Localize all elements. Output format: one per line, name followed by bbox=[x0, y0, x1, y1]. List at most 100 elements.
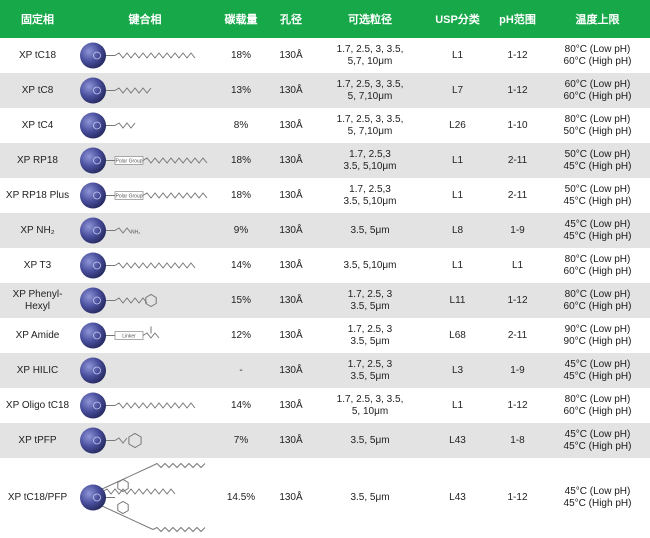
pore-size-cell: 130Å bbox=[267, 213, 315, 248]
temp-limit-cell: 45°C (Low pH) 45°C (High pH) bbox=[545, 353, 650, 388]
header-ph-range: pH范围 bbox=[490, 0, 545, 38]
pore-size-cell: 130Å bbox=[267, 423, 315, 458]
table-header-row: 固定相 键合相 碳载量 孔径 可选粒径 USP分类 pH范围 温度上限 bbox=[0, 0, 650, 38]
pore-size-cell: 130Å bbox=[267, 318, 315, 353]
ph-range-cell: 1-12 bbox=[490, 458, 545, 537]
ph-range-cell: 1-12 bbox=[490, 73, 545, 108]
table-row: XP NH₂ NH₂ 9% 130Å 3.5, 5μm L8 1-9 45°C (Low pH… bbox=[0, 213, 650, 248]
c18-pfp-mixed-icon bbox=[79, 462, 205, 533]
carbon-load-cell: 15% bbox=[215, 283, 267, 318]
particle-size-cell: 1.7, 2.5, 3 3.5, 5μm bbox=[315, 283, 425, 318]
header-pore-size: 孔径 bbox=[267, 0, 315, 38]
phase-name-cell: XP Amide bbox=[0, 318, 75, 353]
carbon-load-cell: 12% bbox=[215, 318, 267, 353]
particle-size-cell: 1.7, 2.5,3 3.5, 5,10μm bbox=[315, 178, 425, 213]
usp-class-cell: L1 bbox=[425, 248, 490, 283]
carbon-load-cell: 14.5% bbox=[215, 458, 267, 537]
ph-range-cell: 1-10 bbox=[490, 108, 545, 143]
usp-class-cell: L43 bbox=[425, 458, 490, 537]
header-temp-limit: 温度上限 bbox=[545, 0, 650, 38]
c4-chain-icon bbox=[79, 112, 135, 139]
ph-range-cell: 1-9 bbox=[490, 353, 545, 388]
temp-limit-cell: 90°C (Low pH) 90°C (High pH) bbox=[545, 318, 650, 353]
phase-name-cell: XP NH₂ bbox=[0, 213, 75, 248]
particle-size-cell: 1.7, 2.5,3 3.5, 5,10μm bbox=[315, 143, 425, 178]
pore-size-cell: 130Å bbox=[267, 73, 315, 108]
usp-class-cell: L1 bbox=[425, 143, 490, 178]
ph-range-cell: 1-12 bbox=[490, 38, 545, 73]
table-row: XP tC18 18% 130Å 1.7, 2.5, 3, 3.5, 5,7, 10μ… bbox=[0, 38, 650, 73]
table-row: XP Oligo tC18 14% 130Å 1.7, 2.5, 3, 3.5, 5,… bbox=[0, 388, 650, 423]
bonded-phase-cell bbox=[75, 248, 215, 283]
ph-range-cell: 2-11 bbox=[490, 318, 545, 353]
usp-class-cell: L8 bbox=[425, 213, 490, 248]
table-row: XP tC8 13% 130Å 1.7, 2.5, 3, 3.5, 5, 7,10μm… bbox=[0, 73, 650, 108]
polar-group-chain-icon: Polar Group bbox=[79, 147, 207, 174]
usp-class-cell: L26 bbox=[425, 108, 490, 143]
usp-class-cell: L11 bbox=[425, 283, 490, 318]
temp-limit-cell: 50°C (Low pH) 45°C (High pH) bbox=[545, 143, 650, 178]
ph-range-cell: 2-11 bbox=[490, 143, 545, 178]
pore-size-cell: 130Å bbox=[267, 108, 315, 143]
bonded-phase-cell: NH₂ bbox=[75, 213, 215, 248]
pore-size-cell: 130Å bbox=[267, 283, 315, 318]
particle-size-cell: 1.7, 2.5, 3, 3.5, 5, 7,10μm bbox=[315, 73, 425, 108]
bonded-phase-cell bbox=[75, 353, 215, 388]
phase-name-cell: XP tC4 bbox=[0, 108, 75, 143]
c8-chain-icon bbox=[79, 77, 151, 104]
particle-size-cell: 3.5, 5μm bbox=[315, 458, 425, 537]
ph-range-cell: L1 bbox=[490, 248, 545, 283]
bonded-phase-cell: Polar Group bbox=[75, 143, 215, 178]
phenyl-chain-icon bbox=[79, 287, 157, 314]
amide-chain-icon: Linker bbox=[79, 322, 159, 349]
phase-name-cell: XP tPFP bbox=[0, 423, 75, 458]
phase-name-cell: XP Oligo tC18 bbox=[0, 388, 75, 423]
carbon-load-cell: 7% bbox=[215, 423, 267, 458]
carbon-load-cell: 18% bbox=[215, 178, 267, 213]
particle-size-cell: 1.7, 2.5, 3, 3.5, 5, 7,10μm bbox=[315, 108, 425, 143]
svg-text:NH₂: NH₂ bbox=[131, 230, 140, 236]
ph-range-cell: 1-8 bbox=[490, 423, 545, 458]
polar-group-chain-icon: Polar Group bbox=[79, 182, 207, 209]
table-row: XP RP18 Polar Group 18% 130Å 1.7, 2.5,3 3.5,… bbox=[0, 143, 650, 178]
temp-limit-cell: 80°C (Low pH) 60°C (High pH) bbox=[545, 38, 650, 73]
header-bonded-phase: 键合相 bbox=[75, 0, 215, 38]
svg-text:Polar Group: Polar Group bbox=[115, 194, 142, 200]
ph-range-cell: 2-11 bbox=[490, 178, 545, 213]
pore-size-cell: 130Å bbox=[267, 353, 315, 388]
usp-class-cell: L7 bbox=[425, 73, 490, 108]
bonded-phase-cell bbox=[75, 458, 215, 537]
carbon-load-cell: 14% bbox=[215, 388, 267, 423]
temp-limit-cell: 50°C (Low pH) 45°C (High pH) bbox=[545, 178, 650, 213]
phase-name-cell: XP RP18 bbox=[0, 143, 75, 178]
phase-name-cell: XP Phenyl- Hexyl bbox=[0, 283, 75, 318]
table-row: XP T3 14% 130Å 3.5, 5,10μm L1 L1 80°C (Low pH)… bbox=[0, 248, 650, 283]
carbon-load-cell: 8% bbox=[215, 108, 267, 143]
carbon-load-cell: 18% bbox=[215, 38, 267, 73]
table-row: XP RP18 Plus Polar Group 18% 130Å 1.7, 2.5,3… bbox=[0, 178, 650, 213]
pore-size-cell: 130Å bbox=[267, 143, 315, 178]
carbon-load-cell: 18% bbox=[215, 143, 267, 178]
particle-size-cell: 1.7, 2.5, 3, 3.5, 5,7, 10μm bbox=[315, 38, 425, 73]
ph-range-cell: 1-9 bbox=[490, 213, 545, 248]
particle-size-cell: 3.5, 5μm bbox=[315, 213, 425, 248]
temp-limit-cell: 45°C (Low pH) 45°C (High pH) bbox=[545, 458, 650, 537]
particle-size-cell: 1.7, 2.5, 3 3.5, 5μm bbox=[315, 353, 425, 388]
temp-limit-cell: 45°C (Low pH) 45°C (High pH) bbox=[545, 423, 650, 458]
temp-limit-cell: 80°C (Low pH) 60°C (High pH) bbox=[545, 388, 650, 423]
pore-size-cell: 130Å bbox=[267, 38, 315, 73]
ph-range-cell: 1-12 bbox=[490, 283, 545, 318]
table-row: XP HILIC -130Å 1.7, 2.5, 3 3.5, 5μm L3 1-9 45… bbox=[0, 353, 650, 388]
bonded-phase-cell bbox=[75, 423, 215, 458]
pore-size-cell: 130Å bbox=[267, 388, 315, 423]
usp-class-cell: L1 bbox=[425, 178, 490, 213]
pore-size-cell: 130Å bbox=[267, 178, 315, 213]
carbon-load-cell: 14% bbox=[215, 248, 267, 283]
header-usp-class: USP分类 bbox=[425, 0, 490, 38]
header-stationary-phase: 固定相 bbox=[0, 0, 75, 38]
c18-chain-icon bbox=[79, 392, 195, 419]
bonded-phase-cell bbox=[75, 388, 215, 423]
phase-name-cell: XP HILIC bbox=[0, 353, 75, 388]
header-particle-size: 可选粒径 bbox=[315, 0, 425, 38]
